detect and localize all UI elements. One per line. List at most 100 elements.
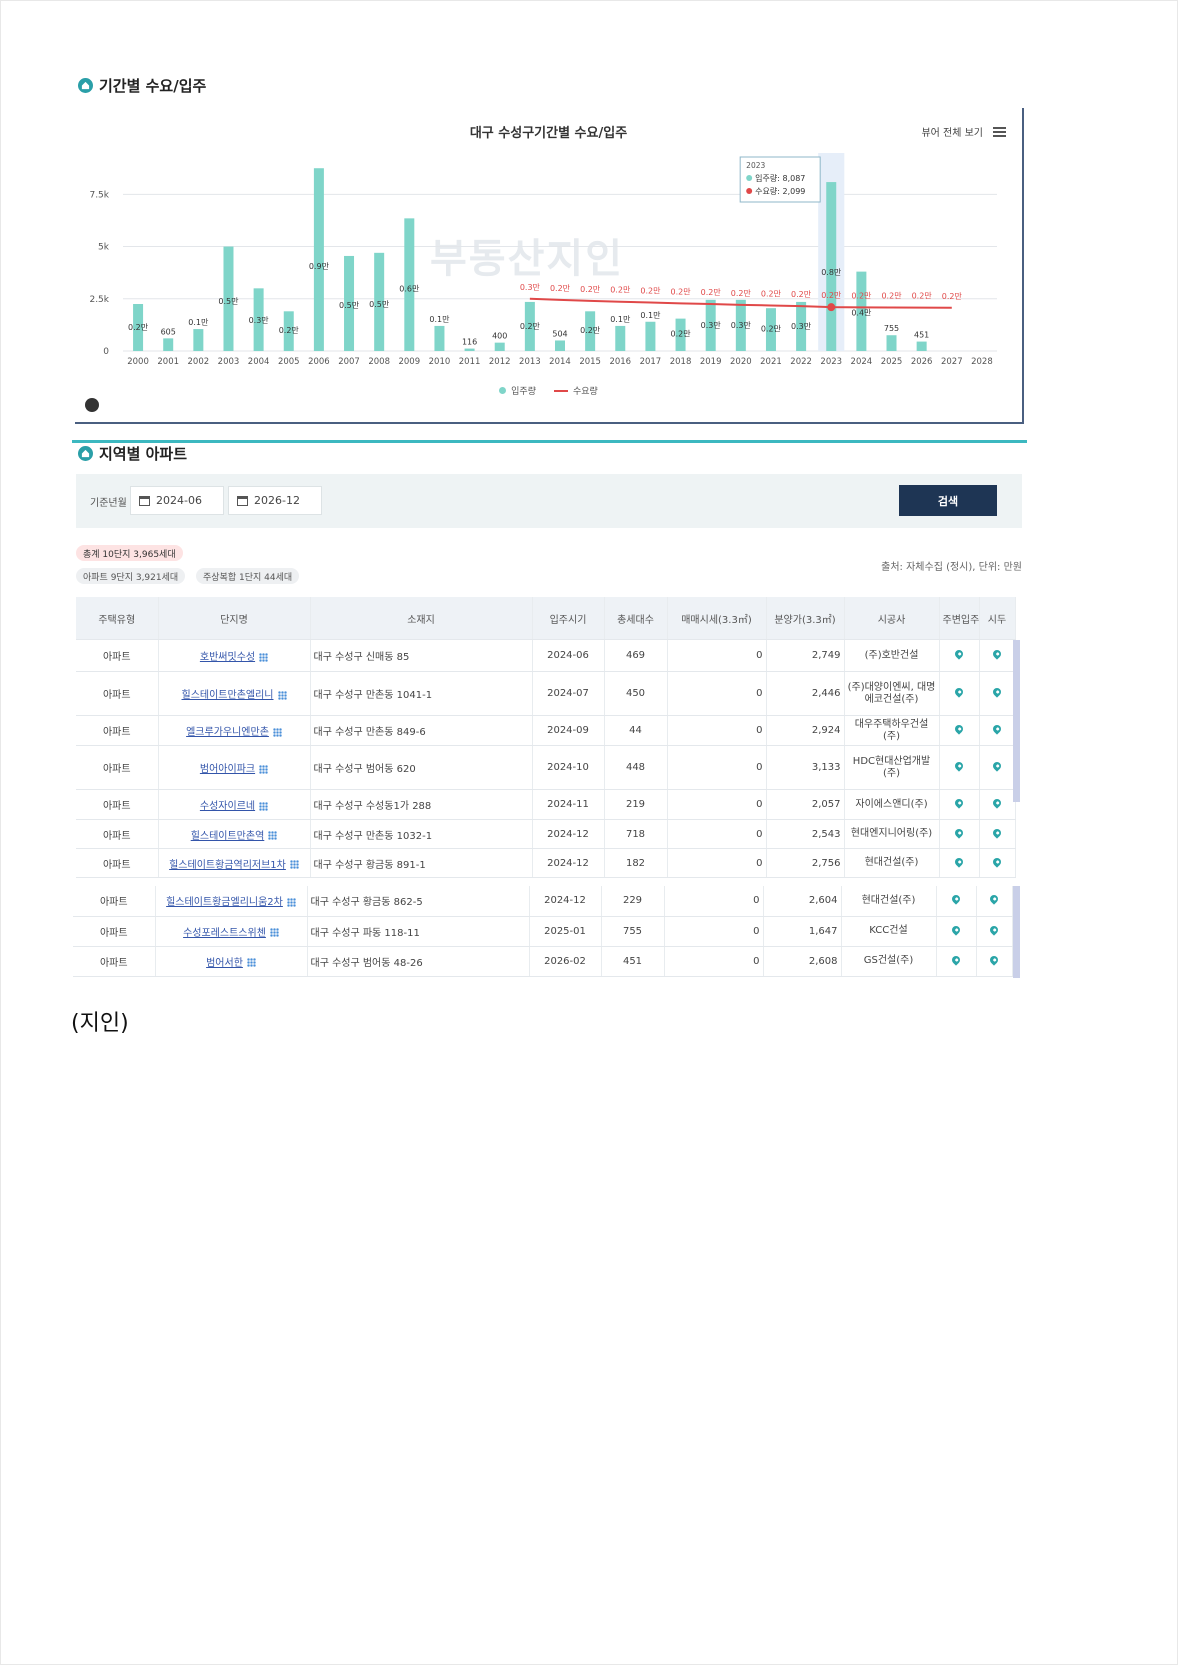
map-pin-cell[interactable]	[979, 789, 1016, 820]
nearby-pin-icon[interactable]	[950, 893, 962, 905]
col-type[interactable]: 주택유형	[76, 597, 159, 640]
complex-name-link[interactable]: 힐스테이트황금역리저브1차	[169, 859, 286, 871]
map-pin-cell[interactable]	[979, 848, 1016, 878]
map-pin-cell[interactable]	[979, 819, 1016, 849]
map-pin-icon[interactable]	[991, 760, 1003, 772]
col-move-in[interactable]: 입주시기	[532, 597, 605, 640]
map-pin-icon[interactable]	[988, 923, 1000, 936]
table-row[interactable]: 아파트 수성자이르네 대구 수성구 수성동1가 288 2024-11 219 0 2,05…	[76, 789, 1016, 820]
nearby-pin-icon[interactable]	[953, 855, 965, 868]
chart-menu-label[interactable]: 뷰어 전체 보기	[921, 128, 983, 139]
complex-name-link[interactable]: 범어아이파크	[199, 764, 256, 775]
nearby-pin-icon[interactable]	[953, 648, 965, 660]
cell-name[interactable]: 힐스테이트황금엘리니움2차	[155, 886, 308, 917]
nearby-pin-cell[interactable]	[939, 789, 980, 820]
complex-name-link[interactable]: 힐스테이트만촌엘리니	[181, 690, 274, 701]
grid-icon[interactable]	[272, 727, 282, 737]
nearby-pin-icon[interactable]	[950, 923, 962, 936]
map-pin-cell[interactable]	[976, 946, 1013, 977]
table-row[interactable]: 아파트 힐스테이트만촌엘리니 대구 수성구 만촌동 1041-1 2024-07 450…	[76, 671, 1016, 716]
date-to-input[interactable]: 2026-12	[228, 486, 322, 515]
date-from-input[interactable]: 2024-06	[130, 486, 224, 515]
grid-icon[interactable]	[286, 897, 296, 907]
grid-icon[interactable]	[269, 928, 279, 937]
nearby-pin-cell[interactable]	[936, 886, 977, 917]
complex-name-link[interactable]: 힐스테이트황금엘리니움2차	[166, 897, 283, 909]
cell-name[interactable]: 호반써밋수성	[158, 639, 311, 672]
hamburger-menu-icon[interactable]	[993, 126, 1006, 137]
cell-name[interactable]: 수성자이르네	[158, 789, 311, 820]
search-button[interactable]: 검색	[899, 485, 997, 516]
table-row[interactable]: 아파트 힐스테이트황금엘리니움2차 대구 수성구 황금동 862-5 2024-12 2…	[73, 886, 1013, 917]
nearby-pin-cell[interactable]	[939, 745, 980, 790]
map-pin-icon[interactable]	[988, 953, 1000, 966]
table-row[interactable]: 아파트 엘크루가우니엔만촌 대구 수성구 만촌동 849-6 2024-09 44 0 2,…	[76, 715, 1016, 746]
grid-icon[interactable]	[246, 958, 256, 967]
cell-name[interactable]: 힐스테이트황금역리저브1차	[158, 848, 311, 878]
map-pin-icon[interactable]	[991, 648, 1003, 660]
col-presale-price[interactable]: 분양가(3.3㎡)	[766, 597, 845, 640]
col-map[interactable]: 시두	[979, 597, 1016, 640]
col-name[interactable]: 단지명	[158, 597, 311, 640]
map-pin-icon[interactable]	[991, 797, 1003, 809]
nearby-pin-cell[interactable]	[939, 848, 980, 878]
nearby-pin-cell[interactable]	[936, 946, 977, 977]
col-address[interactable]: 소재지	[310, 597, 533, 640]
col-nearby[interactable]: 주변입주	[939, 597, 980, 640]
map-pin-icon[interactable]	[988, 893, 1000, 905]
table-row[interactable]: 아파트 힐스테이트황금역리저브1차 대구 수성구 황금동 891-1 2024-12 1…	[76, 848, 1016, 878]
table-scrollbar[interactable]	[1013, 640, 1020, 802]
table-row[interactable]: 아파트 범어서한 대구 수성구 범어동 48-26 2026-02 451 0 2,608 G…	[73, 946, 1013, 977]
map-pin-icon[interactable]	[991, 723, 1003, 735]
grid-icon[interactable]	[277, 690, 287, 700]
map-pin-cell[interactable]	[976, 916, 1013, 947]
nearby-pin-cell[interactable]	[939, 671, 980, 716]
table-scrollbar-2[interactable]	[1013, 886, 1020, 978]
grid-icon[interactable]	[259, 764, 269, 774]
cell-name[interactable]: 범어서한	[155, 946, 308, 977]
complex-name-link[interactable]: 호반써밋수성	[199, 652, 256, 663]
chart-menu[interactable]: 뷰어 전체 보기	[921, 124, 1006, 139]
nearby-pin-cell[interactable]	[939, 819, 980, 849]
col-sale-price[interactable]: 매매시세(3.3㎡)	[667, 597, 767, 640]
nearby-pin-icon[interactable]	[953, 826, 965, 839]
map-pin-cell[interactable]	[979, 639, 1016, 672]
cell-name[interactable]: 범어아이파크	[158, 745, 311, 790]
nearby-pin-icon[interactable]	[953, 686, 965, 698]
complex-name-link[interactable]: 엘크루가우니엔만촌	[186, 727, 269, 738]
nearby-pin-icon[interactable]	[953, 723, 965, 735]
grid-icon[interactable]	[259, 801, 269, 811]
map-pin-cell[interactable]	[976, 886, 1013, 917]
table-row[interactable]: 아파트 범어아이파크 대구 수성구 범어동 620 2024-10 448 0 3,133 H…	[76, 745, 1016, 790]
nearby-pin-cell[interactable]	[936, 916, 977, 947]
nearby-pin-icon[interactable]	[953, 760, 965, 772]
grid-icon[interactable]	[259, 652, 269, 662]
legend-item-demand[interactable]: 수요량	[554, 384, 598, 397]
col-households[interactable]: 총세대수	[604, 597, 668, 640]
map-pin-icon[interactable]	[991, 826, 1003, 839]
map-pin-icon[interactable]	[991, 686, 1003, 698]
complex-name-link[interactable]: 수성포레스트스위첸	[183, 927, 266, 939]
cell-name[interactable]: 엘크루가우니엔만촌	[158, 715, 311, 746]
grid-icon[interactable]	[268, 831, 278, 840]
nearby-pin-icon[interactable]	[950, 953, 962, 966]
complex-name-link[interactable]: 힐스테이트만촌역	[190, 830, 265, 842]
table-row[interactable]: 아파트 호반써밋수성 대구 수성구 신매동 85 2024-06 469 0 2,749 (주…	[76, 639, 1016, 672]
map-pin-icon[interactable]	[991, 855, 1003, 868]
table-row[interactable]: 아파트 수성포레스트스위첸 대구 수성구 파동 118-11 2025-01 755 0 1…	[73, 916, 1013, 947]
map-pin-cell[interactable]	[979, 715, 1016, 746]
complex-name-link[interactable]: 범어서한	[206, 957, 243, 969]
map-pin-cell[interactable]	[979, 745, 1016, 790]
col-builder[interactable]: 시공사	[844, 597, 940, 640]
cell-name[interactable]: 힐스테이트만촌엘리니	[158, 671, 311, 716]
table-row[interactable]: 아파트 힐스테이트만촌역 대구 수성구 만촌동 1032-1 2024-12 718 0 2…	[76, 819, 1016, 849]
nearby-pin-icon[interactable]	[953, 797, 965, 809]
cell-name[interactable]: 수성포레스트스위첸	[155, 916, 308, 947]
legend-item-supply[interactable]: 입주량	[499, 384, 536, 397]
nearby-pin-cell[interactable]	[939, 715, 980, 746]
cell-name[interactable]: 힐스테이트만촌역	[158, 819, 311, 849]
grid-icon[interactable]	[289, 860, 299, 869]
complex-name-link[interactable]: 수성자이르네	[199, 801, 256, 812]
nearby-pin-cell[interactable]	[939, 639, 980, 672]
map-pin-cell[interactable]	[979, 671, 1016, 716]
